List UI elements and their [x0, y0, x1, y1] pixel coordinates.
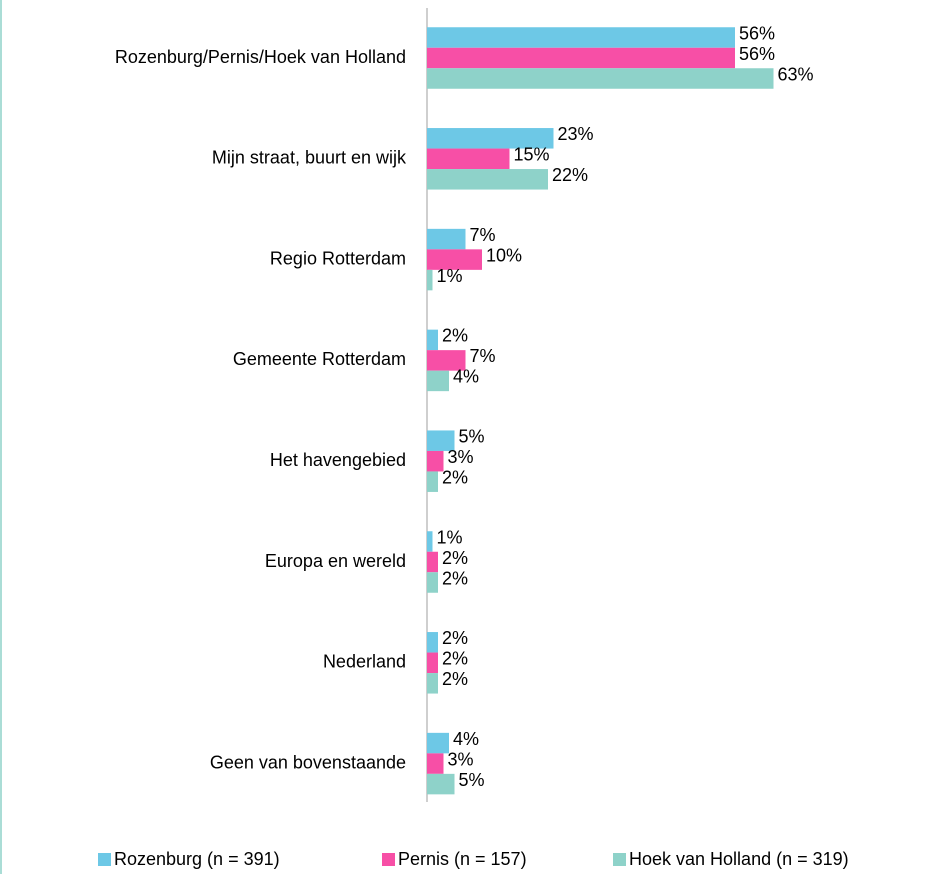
value-label: 56% — [739, 44, 775, 64]
value-label: 10% — [486, 245, 522, 265]
bar — [427, 350, 466, 371]
value-label: 2% — [442, 669, 468, 689]
bar — [427, 753, 444, 774]
bar — [427, 551, 438, 573]
value-label: 5% — [459, 426, 485, 446]
bar — [427, 572, 438, 593]
bar — [427, 169, 548, 190]
bar — [427, 249, 482, 270]
category-label: Nederland — [323, 652, 406, 672]
value-label: 1% — [437, 527, 463, 547]
value-label: 56% — [739, 23, 775, 43]
bar — [427, 148, 510, 170]
category-label: Gemeente Rotterdam — [233, 349, 406, 369]
bar — [427, 27, 735, 48]
bar — [427, 773, 455, 795]
value-label: 1% — [437, 266, 463, 286]
legend-label: Rozenburg (n = 391) — [114, 849, 280, 869]
value-label: 2% — [442, 548, 468, 568]
value-label: 3% — [448, 447, 474, 467]
value-label: 2% — [442, 467, 468, 487]
value-label: 15% — [514, 145, 550, 165]
value-label: 4% — [453, 367, 479, 387]
value-label: 2% — [442, 649, 468, 669]
legend-swatch — [382, 853, 395, 866]
category-label: Europa en wereld — [265, 551, 406, 571]
bar — [427, 531, 433, 552]
bar — [427, 329, 438, 351]
bar — [427, 370, 449, 392]
bar — [427, 128, 554, 149]
bar — [427, 732, 449, 754]
legend-label: Hoek van Holland (n = 319) — [629, 849, 849, 869]
bar — [427, 673, 438, 694]
value-label: 7% — [470, 225, 496, 245]
bar — [427, 269, 433, 291]
bar — [427, 632, 438, 653]
legend-swatch — [98, 853, 111, 866]
value-label: 2% — [442, 568, 468, 588]
bar — [427, 47, 735, 69]
category-label: Regio Rotterdam — [270, 248, 406, 268]
bar — [427, 68, 774, 89]
value-label: 5% — [459, 770, 485, 790]
category-label: Rozenburg/Pernis/Hoek van Holland — [115, 47, 406, 67]
category-label: Het havengebied — [270, 450, 406, 470]
bar — [427, 450, 444, 472]
value-label: 2% — [442, 628, 468, 648]
value-label: 7% — [470, 346, 496, 366]
bar — [427, 228, 466, 250]
value-label: 4% — [453, 729, 479, 749]
legend-label: Pernis (n = 157) — [398, 849, 527, 869]
value-label: 23% — [558, 124, 594, 144]
category-label: Geen van bovenstaande — [210, 752, 406, 772]
value-label: 2% — [442, 326, 468, 346]
value-label: 22% — [552, 165, 588, 185]
bar — [427, 652, 438, 674]
bar — [427, 471, 438, 492]
value-label: 63% — [778, 64, 814, 84]
bar — [427, 430, 455, 451]
category-label: Mijn straat, buurt en wijk — [212, 148, 407, 168]
legend-swatch — [613, 853, 626, 866]
value-label: 3% — [448, 749, 474, 769]
